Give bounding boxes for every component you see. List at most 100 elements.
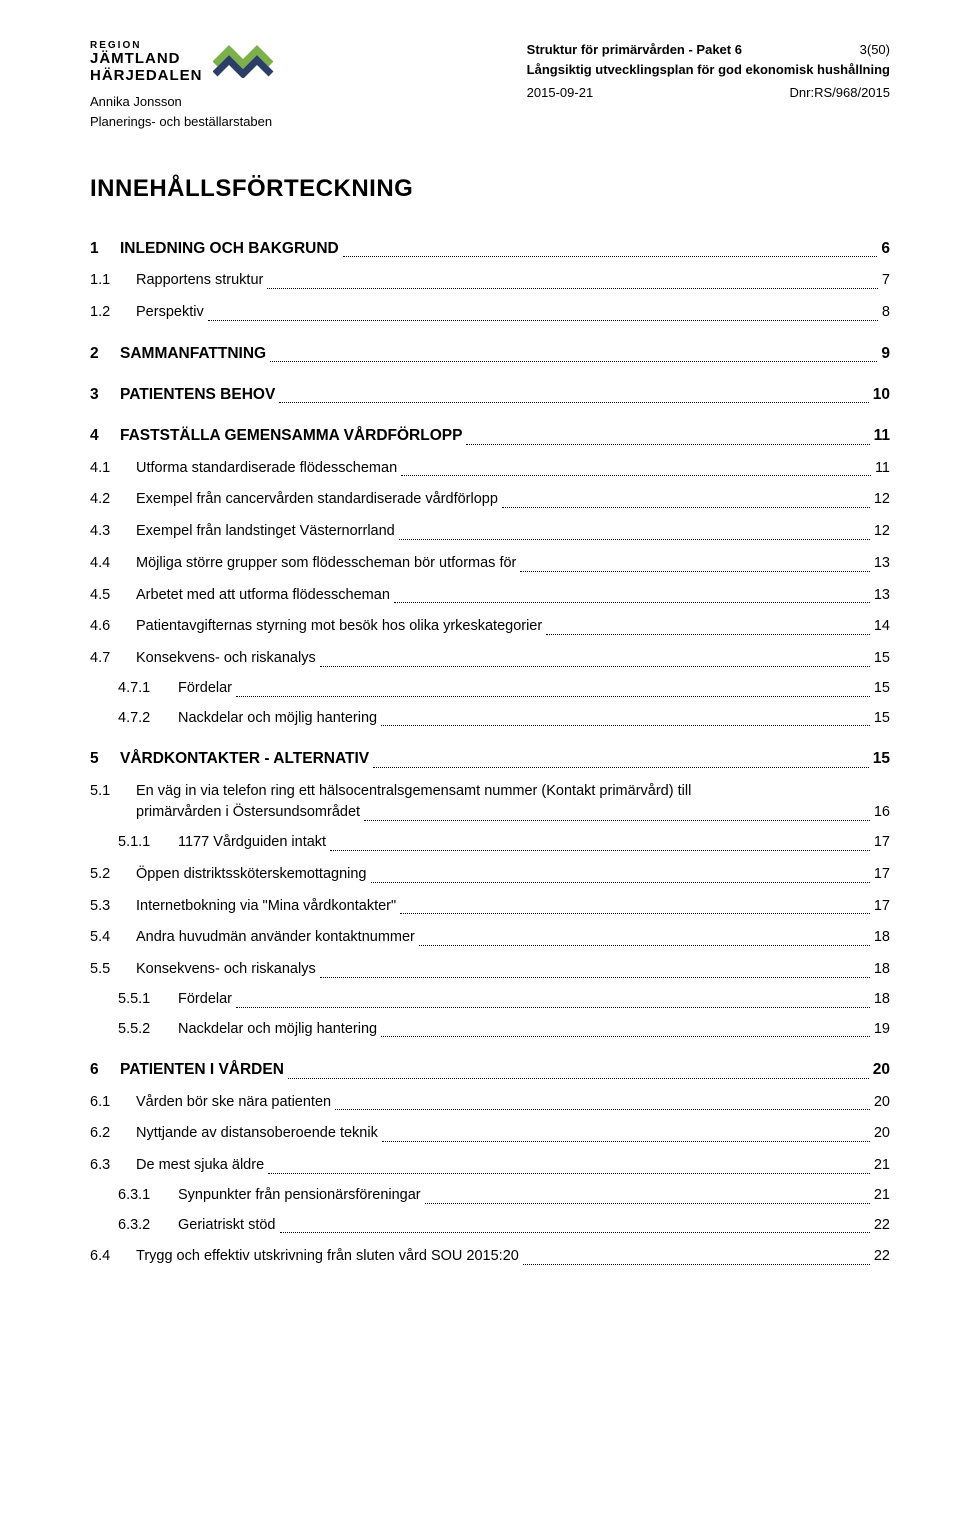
entry-number: 6.3 <box>90 1155 128 1177</box>
entry-page: 11 <box>875 458 890 480</box>
entry-label: Vården bör ske nära patienten <box>136 1092 331 1114</box>
date-row: 2015-09-21 Dnr:RS/968/2015 <box>527 83 890 103</box>
entry-label: SAMMANFATTNING <box>120 342 266 365</box>
toc-entry[interactable]: 5VÅRDKONTAKTER - ALTERNATIV15 <box>90 747 890 770</box>
leader-dots <box>425 1203 870 1204</box>
mountain-logo-icon <box>213 40 277 84</box>
leader-dots <box>343 256 878 257</box>
entry-page: 13 <box>874 585 890 607</box>
entry-number: 3 <box>90 383 112 406</box>
toc-entry[interactable]: 4.1Utforma standardiserade flödesscheman… <box>90 458 890 480</box>
entry-page: 20 <box>874 1092 890 1114</box>
entry-label: Patientavgifternas styrning mot besök ho… <box>136 616 542 638</box>
entry-number: 5.5.1 <box>118 989 170 1011</box>
entry-page: 12 <box>874 521 890 543</box>
leader-dots <box>381 1036 870 1037</box>
entry-label: Geriatriskt stöd <box>178 1215 276 1237</box>
entry-page: 15 <box>874 648 890 670</box>
toc-entry[interactable]: 5.2Öppen distriktssköterskemottagning17 <box>90 864 890 886</box>
entry-page: 22 <box>874 1215 890 1237</box>
toc-entry[interactable]: 1 INLEDNING OCH BAKGRUND 6 <box>90 237 890 260</box>
doc-dnr: Dnr:RS/968/2015 <box>790 83 890 103</box>
toc-entry[interactable]: 4.5Arbetet med att utforma flödesscheman… <box>90 585 890 607</box>
entry-page: 20 <box>873 1058 890 1081</box>
entry-page: 10 <box>873 383 890 406</box>
entry-label: Exempel från landstinget Västernorrland <box>136 521 395 543</box>
leader-dots <box>520 571 869 572</box>
logo-line1: JÄMTLAND <box>90 51 203 68</box>
leader-dots <box>502 507 870 508</box>
entry-label: 1177 Vårdguiden intakt <box>178 832 326 854</box>
entry-label: INLEDNING OCH BAKGRUND <box>120 237 339 260</box>
entry-label: Nackdelar och möjlig hantering <box>178 708 377 730</box>
entry-page: 18 <box>874 959 890 981</box>
entry-page: 7 <box>882 270 890 292</box>
entry-page: 15 <box>874 708 890 730</box>
toc-entry[interactable]: 5.1.11177 Vårdguiden intakt17 <box>90 832 890 854</box>
entry-label: Konsekvens- och riskanalys <box>136 648 316 670</box>
toc-entry[interactable]: 6.4Trygg och effektiv utskrivning från s… <box>90 1246 890 1268</box>
toc-entry[interactable]: 6.2Nyttjande av distansoberoende teknik2… <box>90 1123 890 1145</box>
entry-number: 6.4 <box>90 1246 128 1268</box>
toc-entry[interactable]: 5.5.1Fördelar18 <box>90 989 890 1011</box>
entry-label: De mest sjuka äldre <box>136 1155 264 1177</box>
toc-entry[interactable]: 1.1Rapportens struktur7 <box>90 270 890 292</box>
entry-page: 18 <box>874 927 890 949</box>
leader-dots <box>320 666 870 667</box>
toc-entry[interactable]: 4FASTSTÄLLA GEMENSAMMA VÅRDFÖRLOPP11 <box>90 424 890 447</box>
entry-page: 21 <box>874 1155 890 1177</box>
entry-page: 14 <box>874 616 890 638</box>
leader-dots <box>401 475 871 476</box>
entry-label: Fördelar <box>178 678 232 700</box>
toc-entry[interactable]: 6.1Vården bör ske nära patienten20 <box>90 1092 890 1114</box>
toc-entry[interactable]: 6.3.1Synpunkter från pensionärsföreninga… <box>90 1185 890 1207</box>
entry-number: 6.3.2 <box>118 1215 170 1237</box>
entry-page: 17 <box>874 864 890 886</box>
leader-dots <box>546 634 870 635</box>
toc-entry[interactable]: 5.5.2Nackdelar och möjlig hantering19 <box>90 1019 890 1041</box>
entry-number: 4.1 <box>90 458 128 480</box>
entry-page: 16 <box>874 802 890 824</box>
toc-entry[interactable]: 5.4Andra huvudmän använder kontaktnummer… <box>90 927 890 949</box>
leader-dots <box>523 1264 870 1265</box>
leader-dots <box>236 1007 870 1008</box>
leader-dots <box>330 850 870 851</box>
entry-page: 11 <box>874 424 890 447</box>
toc-entry[interactable]: 6.3.2 Geriatriskt stöd 22 <box>90 1215 890 1237</box>
entry-number: 4 <box>90 424 112 447</box>
toc-entry[interactable]: 6PATIENTEN I VÅRDEN20 <box>90 1058 890 1081</box>
toc-entry[interactable]: 4.3Exempel från landstinget Västernorrla… <box>90 521 890 543</box>
entry-number: 6.2 <box>90 1123 128 1145</box>
leader-dots <box>400 913 870 914</box>
logo-text: REGION JÄMTLAND HÄRJEDALEN <box>90 40 203 84</box>
entry-number: 1 <box>90 237 112 260</box>
author-block: Annika Jonsson Planerings- och beställar… <box>90 92 277 131</box>
toc-entry[interactable]: 4.2Exempel från cancervården standardise… <box>90 489 890 511</box>
leader-dots <box>268 1173 870 1174</box>
page-header: REGION JÄMTLAND HÄRJEDALEN Annika Jonsso… <box>90 40 890 131</box>
toc-entry[interactable]: 3PATIENTENS BEHOV10 <box>90 383 890 406</box>
doc-date: 2015-09-21 <box>527 83 594 103</box>
entry-label: Öppen distriktssköterskemottagning <box>136 864 367 886</box>
toc-entry[interactable]: 1.2Perspektiv8 <box>90 302 890 324</box>
entry-page: 6 <box>881 237 890 260</box>
entry-label: Nackdelar och möjlig hantering <box>178 1019 377 1041</box>
toc-entry[interactable]: 4.7 Konsekvens- och riskanalys 15 <box>90 648 890 670</box>
entry-number: 5.3 <box>90 896 128 918</box>
entry-page: 21 <box>874 1185 890 1207</box>
toc-entry[interactable]: 4.6Patientavgifternas styrning mot besök… <box>90 616 890 638</box>
toc-entry[interactable]: 5.5Konsekvens- och riskanalys18 <box>90 959 890 981</box>
toc-entry[interactable]: 6.3 De mest sjuka äldre 21 <box>90 1155 890 1177</box>
toc-entry[interactable]: 4.4Möjliga större grupper som flödessche… <box>90 553 890 575</box>
author-name: Annika Jonsson <box>90 92 277 112</box>
entry-label: Möjliga större grupper som flödesscheman… <box>136 553 516 575</box>
toc-entry[interactable]: 2SAMMANFATTNING9 <box>90 342 890 365</box>
entry-label: PATIENTEN I VÅRDEN <box>120 1058 284 1081</box>
toc-entry[interactable]: 5.1En väg in via telefon ring ett hälsoc… <box>90 781 890 825</box>
logo-block: REGION JÄMTLAND HÄRJEDALEN <box>90 40 277 84</box>
header-left: REGION JÄMTLAND HÄRJEDALEN Annika Jonsso… <box>90 40 277 131</box>
toc-entry[interactable]: 5.3Internetbokning via "Mina vårdkontakt… <box>90 896 890 918</box>
entry-number: 4.7 <box>90 648 128 670</box>
toc-entry[interactable]: 4.7.2Nackdelar och möjlig hantering15 <box>90 708 890 730</box>
toc-entry[interactable]: 4.7.1Fördelar15 <box>90 678 890 700</box>
